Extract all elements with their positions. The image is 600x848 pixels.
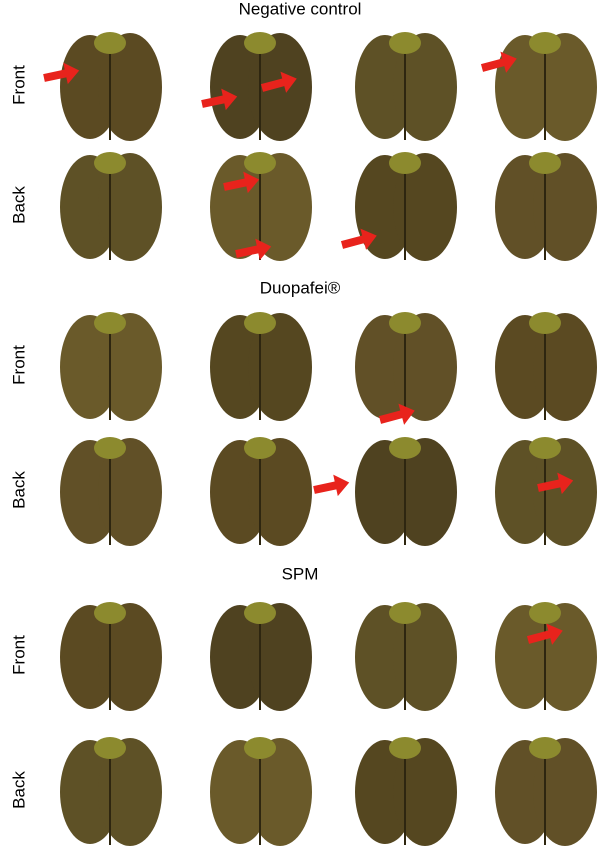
lobe — [248, 313, 312, 421]
row-label: Back — [9, 471, 28, 509]
trachea — [244, 312, 276, 334]
lobe — [393, 153, 457, 261]
lobe — [393, 738, 457, 846]
trachea — [389, 737, 421, 759]
lobe — [98, 438, 162, 546]
lobe — [248, 438, 312, 546]
trachea — [244, 32, 276, 54]
trachea — [389, 152, 421, 174]
row-label: Back — [9, 186, 28, 224]
lobe — [393, 438, 457, 546]
trachea — [389, 437, 421, 459]
trachea — [94, 152, 126, 174]
photos — [60, 32, 597, 846]
lobe — [248, 738, 312, 846]
trachea — [389, 312, 421, 334]
lung-photo — [355, 737, 457, 846]
lung-photo — [355, 152, 457, 261]
lung-photo — [210, 602, 312, 711]
trachea — [94, 437, 126, 459]
lobe — [533, 313, 597, 421]
lobe — [98, 33, 162, 141]
lobe — [393, 603, 457, 711]
row-label: Front — [9, 345, 28, 385]
lobe — [98, 313, 162, 421]
lung-photo — [60, 437, 162, 546]
lung-photo — [355, 312, 457, 421]
row-label: Front — [9, 635, 28, 675]
arrow — [311, 471, 352, 501]
lung-photo — [60, 152, 162, 261]
group-title: SPM — [282, 564, 319, 583]
lung-photo — [495, 312, 597, 421]
trachea — [529, 312, 561, 334]
lung-photo — [210, 32, 312, 141]
lung-photo — [355, 32, 457, 141]
lobe — [533, 438, 597, 546]
trachea — [529, 602, 561, 624]
trachea — [94, 32, 126, 54]
trachea — [94, 602, 126, 624]
trachea — [244, 737, 276, 759]
group-title: Negative control — [239, 0, 362, 18]
trachea — [244, 437, 276, 459]
group-title: Duopafei® — [260, 278, 341, 297]
lung-photo — [495, 437, 597, 546]
lung-photo — [60, 32, 162, 141]
lung-photo — [210, 437, 312, 546]
lung-photo — [355, 437, 457, 546]
lung-photo — [210, 737, 312, 846]
trachea — [529, 152, 561, 174]
lung-photo — [495, 602, 597, 711]
lung-photo — [495, 737, 597, 846]
lobe — [98, 153, 162, 261]
lung-photo — [495, 32, 597, 141]
lung-photo — [495, 152, 597, 261]
labels: Negative control Front Back Duopafei® Front B… — [9, 0, 361, 809]
trachea — [529, 437, 561, 459]
lobe — [533, 738, 597, 846]
lobe — [98, 603, 162, 711]
lung-photo — [210, 152, 312, 261]
trachea — [529, 737, 561, 759]
lung-photo — [210, 312, 312, 421]
lobe — [533, 33, 597, 141]
lung-photo — [60, 312, 162, 421]
trachea — [94, 312, 126, 334]
lobe — [393, 33, 457, 141]
lung-photo — [60, 602, 162, 711]
trachea — [244, 152, 276, 174]
row-label: Front — [9, 65, 28, 105]
row-label: Back — [9, 771, 28, 809]
lobe — [533, 153, 597, 261]
trachea — [244, 602, 276, 624]
trachea — [389, 32, 421, 54]
lung-photo — [60, 737, 162, 846]
lobe — [393, 313, 457, 421]
lobe — [98, 738, 162, 846]
lung-photo — [355, 602, 457, 711]
lobe — [248, 153, 312, 261]
trachea — [389, 602, 421, 624]
trachea — [529, 32, 561, 54]
trachea — [94, 737, 126, 759]
lobe — [248, 603, 312, 711]
